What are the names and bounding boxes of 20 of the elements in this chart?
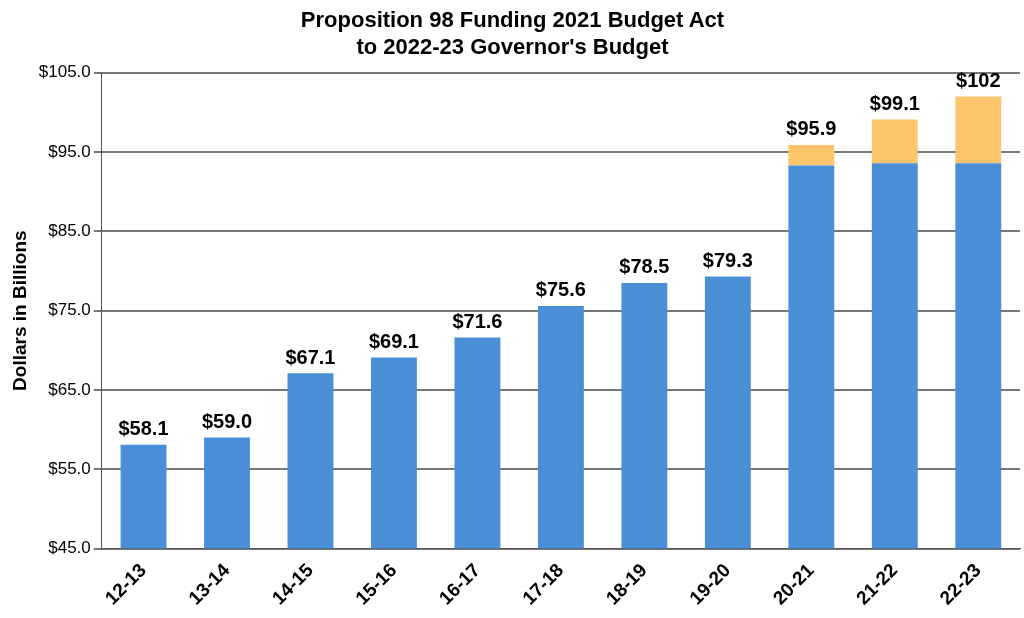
- y-tick-label: $55.0: [48, 458, 91, 478]
- y-tick-label: $65.0: [48, 379, 91, 399]
- y-tick-label: $105.0: [38, 62, 91, 82]
- y-tick-label: $95.0: [48, 141, 91, 161]
- total-label: $67.1: [285, 345, 336, 368]
- total-label: $102: [956, 69, 1001, 92]
- y-tick-label: $45.0: [48, 538, 91, 558]
- total-label: $79.3: [702, 249, 753, 272]
- y-tick-label: $75.0: [48, 300, 91, 320]
- total-label: $58.1: [118, 417, 169, 440]
- chart-title: Proposition 98 Funding 2021 Budget Act to 2022-23 Governor's Budget: [300, 7, 725, 59]
- y-tick-label: $85.0: [48, 221, 91, 241]
- total-label: $71.6: [452, 310, 503, 333]
- total-label: $99.1: [869, 92, 920, 115]
- y-axis-title: Dollars in Billions: [8, 230, 30, 391]
- total-label: $69.1: [368, 329, 419, 352]
- total-label: $78.5: [619, 255, 670, 278]
- total-label: $75.6: [535, 278, 586, 301]
- total-label: $59.0: [201, 410, 253, 433]
- total-label: $95.9: [786, 117, 837, 140]
